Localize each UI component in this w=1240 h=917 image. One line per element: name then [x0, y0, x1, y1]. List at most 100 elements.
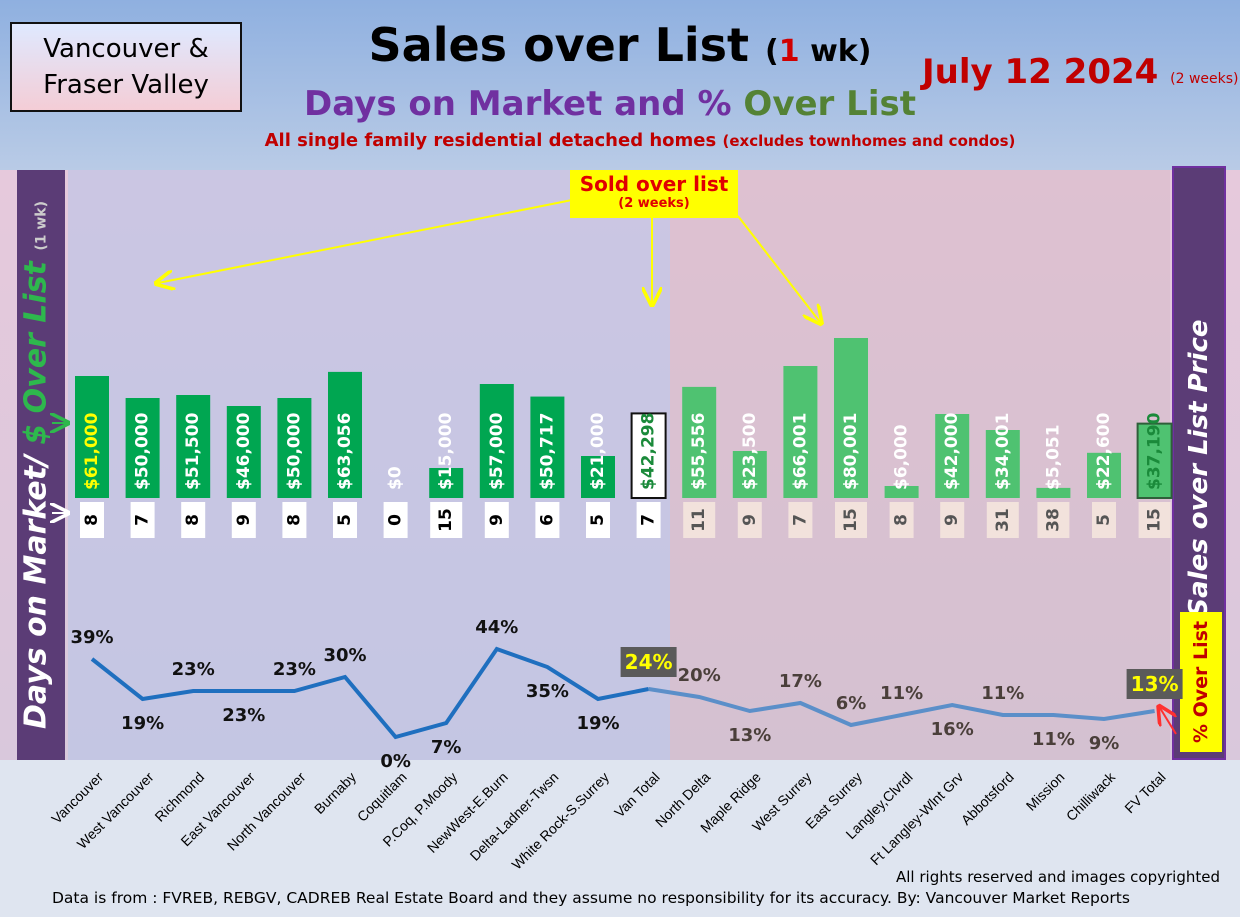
bar-value-label: $50,000 [284, 412, 304, 490]
percent-label: 23% [222, 705, 265, 726]
days-on-market-box [737, 502, 762, 538]
percent-label: 16% [931, 719, 974, 740]
bar [732, 451, 767, 498]
days-on-market-box [835, 502, 867, 538]
percent-label: 20% [678, 665, 721, 686]
x-tick-label: Van Total [611, 769, 663, 821]
bar [75, 376, 109, 498]
days-on-market-label: 9 [234, 514, 254, 526]
bar-value-label: $61,000 [82, 412, 102, 490]
bar-value-label: $50,000 [133, 412, 153, 490]
days-on-market-box [1092, 502, 1116, 538]
bar-value-label: $57,000 [487, 412, 507, 490]
days-on-market-label: 11 [689, 508, 709, 532]
bar-value-label: $80,001 [841, 413, 861, 490]
source-note: Data is from : FVREB, REBGV, CADREB Real… [52, 889, 1130, 907]
sold-over-list-callout: Sold over list (2 weeks) [570, 170, 738, 218]
days-on-market-box [282, 502, 307, 538]
bar [1036, 487, 1071, 498]
callout-arrow-vancouver [158, 199, 573, 283]
date-text: July 12 2024 [922, 52, 1159, 92]
title-paren-close: wk) [799, 34, 872, 69]
percent-total-badge [1126, 669, 1183, 699]
subsubtitle: All single family residential detached h… [200, 130, 1080, 151]
title-paren-open: ( [765, 34, 779, 69]
bar [783, 365, 818, 498]
bar [479, 384, 514, 498]
days-on-market-label: 8 [82, 514, 102, 526]
bar-value-label: $0 [386, 466, 406, 490]
bar [176, 395, 211, 498]
region-box: Vancouver & Fraser Valley [10, 22, 242, 112]
days-on-market-label: 6 [537, 514, 557, 526]
subsub-main: All single family residential detached h… [264, 130, 717, 151]
days-on-market-label: 8 [284, 514, 304, 526]
bar [429, 468, 464, 498]
callout-arrows [52, 199, 1176, 735]
days-on-market-box [1138, 502, 1171, 538]
bar-value-label: $66,001 [790, 413, 810, 490]
subtitle: Days on Market and % Over List [300, 84, 920, 124]
days-on-market-label: 9 [942, 514, 962, 526]
bar-value-label: $22,600 [1094, 412, 1114, 490]
bar [226, 406, 261, 498]
days-on-market-box [889, 502, 914, 538]
bar-value-label: $6,000 [892, 424, 912, 490]
title-main: Sales over List [368, 18, 750, 72]
bar-value-label: $5,051 [1043, 424, 1063, 490]
bar [530, 396, 565, 498]
days-on-market-box [130, 502, 155, 538]
percent-label: 35% [526, 681, 569, 702]
subtitle-b: Over List [743, 84, 916, 124]
days-on-market-box [940, 502, 965, 538]
percent-label: 19% [121, 713, 164, 734]
days-on-market-box [636, 502, 661, 538]
callout-line-2: (2 weeks) [618, 196, 690, 211]
percent-label: 11% [880, 683, 923, 704]
bar-value-label: $63,056 [335, 413, 355, 490]
x-tick-label: FV Total [1121, 769, 1168, 816]
percent-label: 7% [431, 737, 462, 758]
percent-over-list-series: 39% 19% 23% 23% 23% 30% 0% 7% 44% 35% 19% 24%20% 13%… [70, 617, 1183, 772]
page-title: Sales over List (1 wk) [330, 18, 910, 72]
percent-label: 23% [273, 659, 316, 680]
days-on-market-label: 38 [1043, 508, 1063, 532]
days-on-market-label: 0 [386, 514, 406, 526]
x-tick-label: Burnaby [311, 769, 359, 817]
percent-label: 0% [380, 751, 411, 772]
callout-line-1: Sold over list [579, 172, 729, 196]
percent-label: 44% [475, 617, 518, 638]
percent-label: 19% [576, 713, 619, 734]
days-on-market-label: 15 [841, 508, 861, 532]
vancouver-panel [68, 170, 670, 760]
bar [935, 414, 970, 498]
percent-label: 13% [728, 725, 771, 746]
percent-label: 30% [323, 645, 366, 666]
days-on-market-label: 5 [1094, 514, 1114, 526]
copyright-note: All rights reserved and images copyright… [896, 868, 1220, 886]
percent-axis-pointer [1160, 708, 1176, 735]
bar [277, 398, 312, 498]
over-list-box [1180, 612, 1222, 752]
bar [125, 398, 160, 498]
days-on-market-label: 8 [892, 514, 912, 526]
days-on-market-label: 7 [639, 514, 659, 526]
days-on-market-box [683, 502, 716, 538]
bar-value-label: $50,717 [537, 413, 557, 490]
bar [1136, 422, 1173, 500]
bar [682, 386, 717, 498]
days-on-market-series: 8 7 8 9 8 5 0 15 9 6 5 7 11 9 7 15 8 9 31 38 5 15 [80, 502, 1171, 538]
days-on-market-label: 5 [588, 514, 608, 526]
days-on-market-box [383, 502, 408, 538]
bar-value-label: $55,556 [689, 413, 709, 490]
days-on-market-label: 9 [740, 514, 760, 526]
percent-label: 24% [625, 650, 673, 674]
report-date: July 12 2024 (2 weeks) [922, 52, 1239, 92]
date-note: (2 weeks) [1170, 71, 1239, 87]
region-line-2: Fraser Valley [43, 70, 209, 100]
bar [985, 429, 1020, 498]
percent-label: 23% [172, 659, 215, 680]
